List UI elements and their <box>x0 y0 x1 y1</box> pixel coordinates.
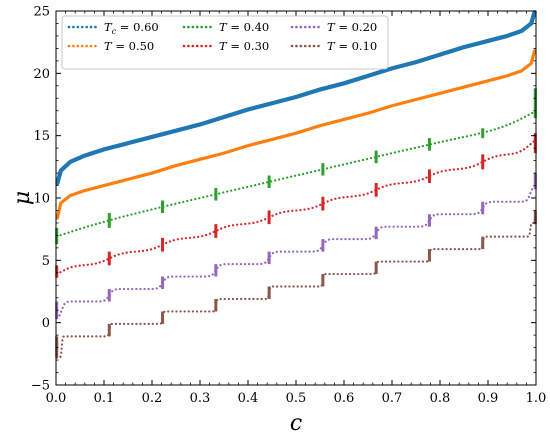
y-tick-label: 0 <box>42 316 50 331</box>
series-line-050 <box>55 49 537 220</box>
y-tick-label: 15 <box>33 129 50 144</box>
legend-label: T = 0.50 <box>104 39 154 53</box>
series-risers-030 <box>55 133 537 278</box>
series-line-040 <box>55 110 537 238</box>
x-axis-label: c <box>290 411 302 436</box>
x-tick-label: 0.1 <box>94 391 115 406</box>
legend-box <box>61 15 389 70</box>
axis-ticks <box>55 10 537 386</box>
y-tick-label: 5 <box>42 254 50 269</box>
series-risers-020 <box>55 173 537 319</box>
y-axis-label: μ <box>10 191 35 205</box>
series-risers-010 <box>55 210 537 358</box>
series-line-010 <box>55 221 537 359</box>
legend-label: T = 0.10 <box>327 39 377 53</box>
series-line-030 <box>55 139 537 276</box>
series-risers-040 <box>55 88 537 245</box>
y-tick-label: 10 <box>33 192 50 207</box>
legend: Tc = 0.60 T = 0.50 T = 0.40 T = 0.30 T = 0.2… <box>61 15 389 70</box>
x-tick-label: 0.2 <box>142 391 163 406</box>
legend-label: T = 0.40 <box>219 20 269 34</box>
x-tick-label: 0.3 <box>190 391 211 406</box>
y-tick-label: −5 <box>31 379 50 394</box>
x-tick-label: 0.5 <box>286 391 307 406</box>
x-tick-label: 0.8 <box>430 391 451 406</box>
legend-label: T = 0.30 <box>219 39 269 53</box>
x-tick-label: 0.6 <box>334 391 355 406</box>
axis-tick-labels: 0.0 0.1 0.2 0.3 0.4 0.5 0.6 0.7 0.8 0.9 1.0 −5 0 5 10 1… <box>31 5 547 407</box>
y-tick-label: 20 <box>33 67 50 82</box>
series-line-020 <box>55 185 537 320</box>
x-tick-label: 1.0 <box>526 391 547 406</box>
x-tick-label: 0.4 <box>238 391 259 406</box>
legend-label: T = 0.20 <box>327 20 377 34</box>
legend-label: Tc = 0.60 <box>104 20 159 36</box>
y-tick-label: 25 <box>33 5 50 20</box>
series-line-060 <box>55 10 537 186</box>
x-tick-label: 0.9 <box>478 391 499 406</box>
x-tick-label: 0.0 <box>46 391 67 406</box>
x-tick-label: 0.7 <box>382 391 403 406</box>
